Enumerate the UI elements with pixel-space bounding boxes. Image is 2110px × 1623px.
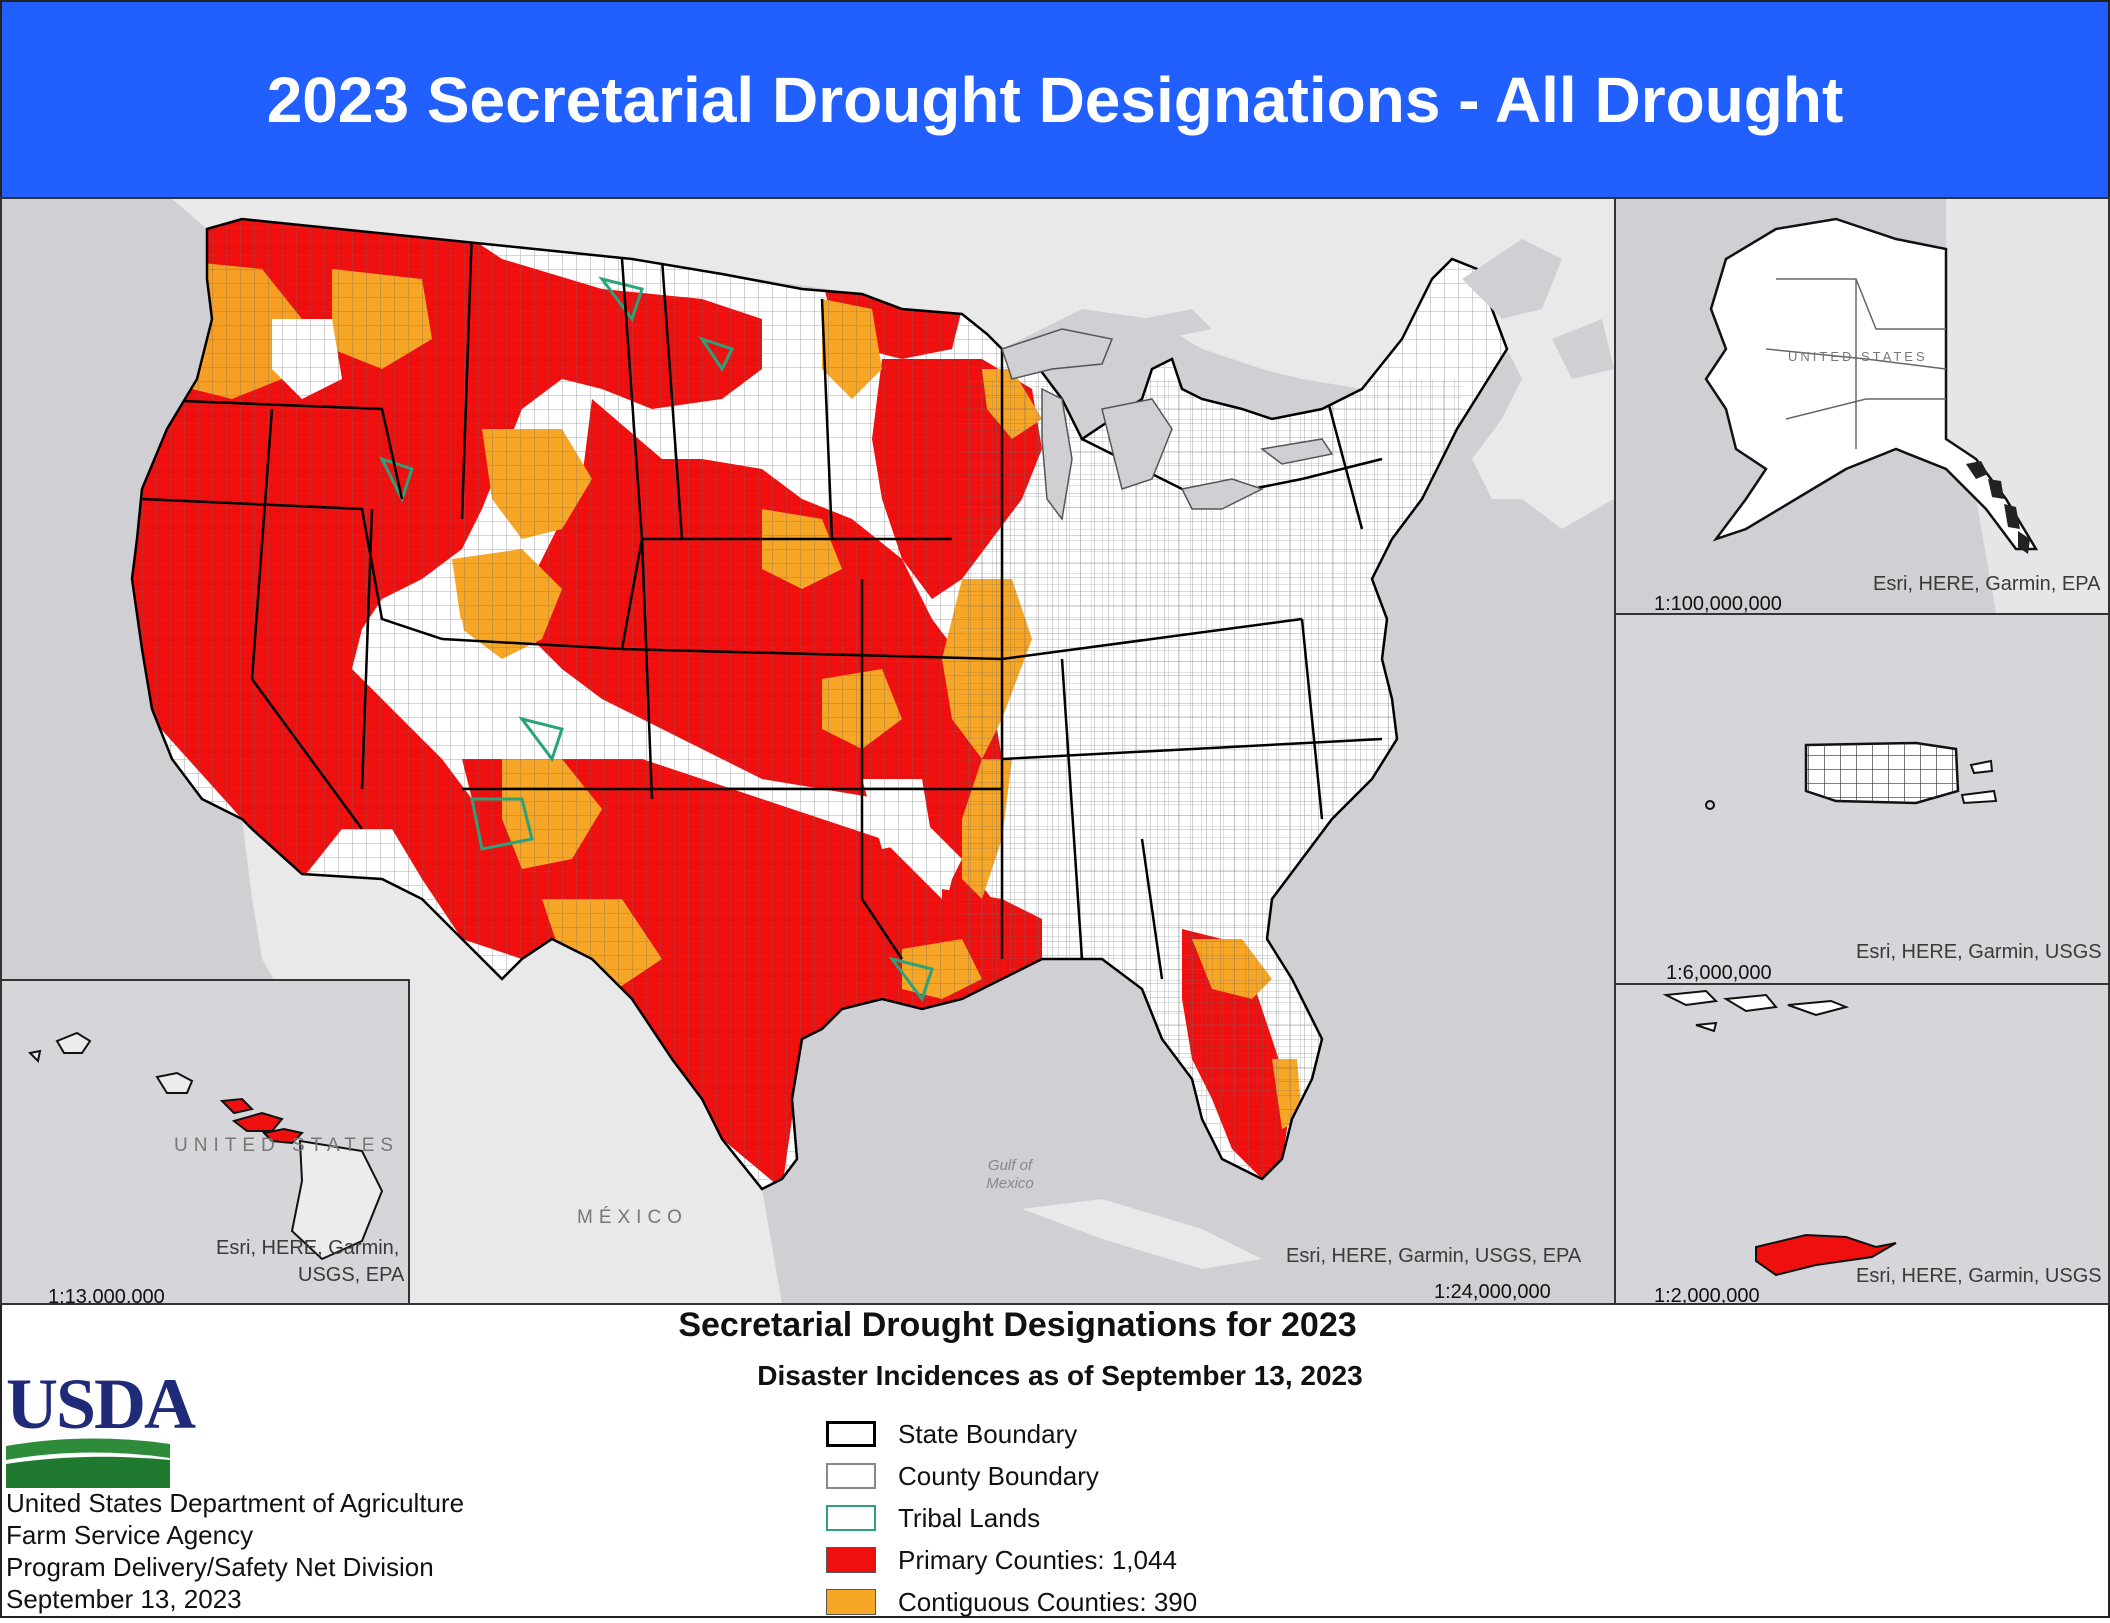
- puerto-rico-map: [1705, 741, 1998, 810]
- contiguous-us-map[interactable]: [2, 199, 1614, 1303]
- alaska-scale: 1:100,000,000: [1654, 593, 1782, 615]
- legend-label-state-boundary: State Boundary: [898, 1418, 1078, 1449]
- legend-title: Secretarial Drought Designations for 202…: [678, 1306, 1357, 1344]
- hawaii-map: [27, 1031, 384, 1261]
- usda-logo: USDA: [6, 1368, 196, 1488]
- legend-label-contiguous-counties: Contiguous Counties: 390: [898, 1586, 1198, 1617]
- alaska-label: UNITED STATES: [1788, 349, 1928, 364]
- puerto-rico-scale: 1:6,000,000: [1666, 962, 1772, 984]
- legend-item-state-boundary: State Boundary: [826, 1413, 1197, 1455]
- main-map-scale: 1:24,000,000: [1434, 1281, 1551, 1303]
- puerto-rico-inset-panel[interactable]: Esri, HERE, Garmin, USGS 1:6,000,000: [1614, 613, 2110, 985]
- gulf-of-mexico-label: Gulf of Mexico: [986, 1157, 1034, 1192]
- hawaii-scale: 1:13,000,000: [48, 1286, 165, 1305]
- hawaii-label: UNITED STATES: [174, 1135, 400, 1156]
- primary-counties-swatch: [826, 1547, 876, 1573]
- alaska-credit: Esri, HERE, Garmin, EPA: [1873, 573, 2101, 595]
- legend-item-county-boundary: County Boundary: [826, 1455, 1197, 1497]
- legend-subtitle: Disaster Incidences as of September 13, …: [757, 1360, 1363, 1391]
- state-boundary-swatch: [826, 1421, 876, 1447]
- alaska-map: [1616, 199, 2108, 613]
- mexico-label: MÉXICO: [577, 1207, 688, 1228]
- legend-item-tribal-lands: Tribal Lands: [826, 1497, 1197, 1539]
- usda-logo-graphic: [6, 1438, 170, 1488]
- legend-label-tribal-lands: Tribal Lands: [898, 1502, 1041, 1533]
- legend-item-contiguous-counties: Contiguous Counties: 390: [826, 1581, 1197, 1623]
- virgin-islands-inset-panel[interactable]: Esri, HERE, Garmin, USGS 1:2,000,000: [1614, 983, 2110, 1305]
- agency-line-agency: Farm Service Agency: [6, 1520, 254, 1550]
- legend: State Boundary County Boundary Tribal La…: [826, 1413, 1197, 1623]
- county-boundary-swatch: [826, 1463, 876, 1489]
- virgin-islands-scale: 1:2,000,000: [1654, 1285, 1760, 1305]
- agency-line-division: Program Delivery/Safety Net Division: [6, 1552, 434, 1582]
- main-map-credit: Esri, HERE, Garmin, USGS, EPA: [1286, 1245, 1582, 1267]
- virgin-islands-credit: Esri, HERE, Garmin, USGS: [1856, 1265, 2102, 1287]
- usda-logo-text: USDA: [6, 1364, 196, 1444]
- alaska-inset-panel[interactable]: UNITED STATES Esri, HERE, Garmin, EPA 1:…: [1614, 197, 2110, 615]
- agency-line-date: September 13, 2023: [6, 1584, 242, 1614]
- legend-label-primary-counties: Primary Counties: 1,044: [898, 1544, 1177, 1575]
- legend-item-primary-counties: Primary Counties: 1,044: [826, 1539, 1197, 1581]
- map-title: 2023 Secretarial Drought Designations - …: [2, 2, 2108, 197]
- contiguous-counties-swatch: [826, 1589, 876, 1615]
- agency-line-department: United States Department of Agriculture: [6, 1488, 465, 1518]
- hawaii-inset-panel[interactable]: UNITED STATES Esri, HERE, Garmin, USGS, …: [0, 979, 410, 1305]
- hawaii-credit-2: USGS, EPA: [298, 1264, 405, 1286]
- virgin-islands-map: [1662, 989, 1897, 1277]
- tribal-lands-swatch: [826, 1505, 876, 1531]
- puerto-rico-credit: Esri, HERE, Garmin, USGS: [1856, 941, 2102, 963]
- agency-info: United States Department of Agriculture …: [6, 1487, 464, 1615]
- hawaii-credit-1: Esri, HERE, Garmin,: [216, 1237, 400, 1259]
- legend-label-county-boundary: County Boundary: [898, 1460, 1099, 1491]
